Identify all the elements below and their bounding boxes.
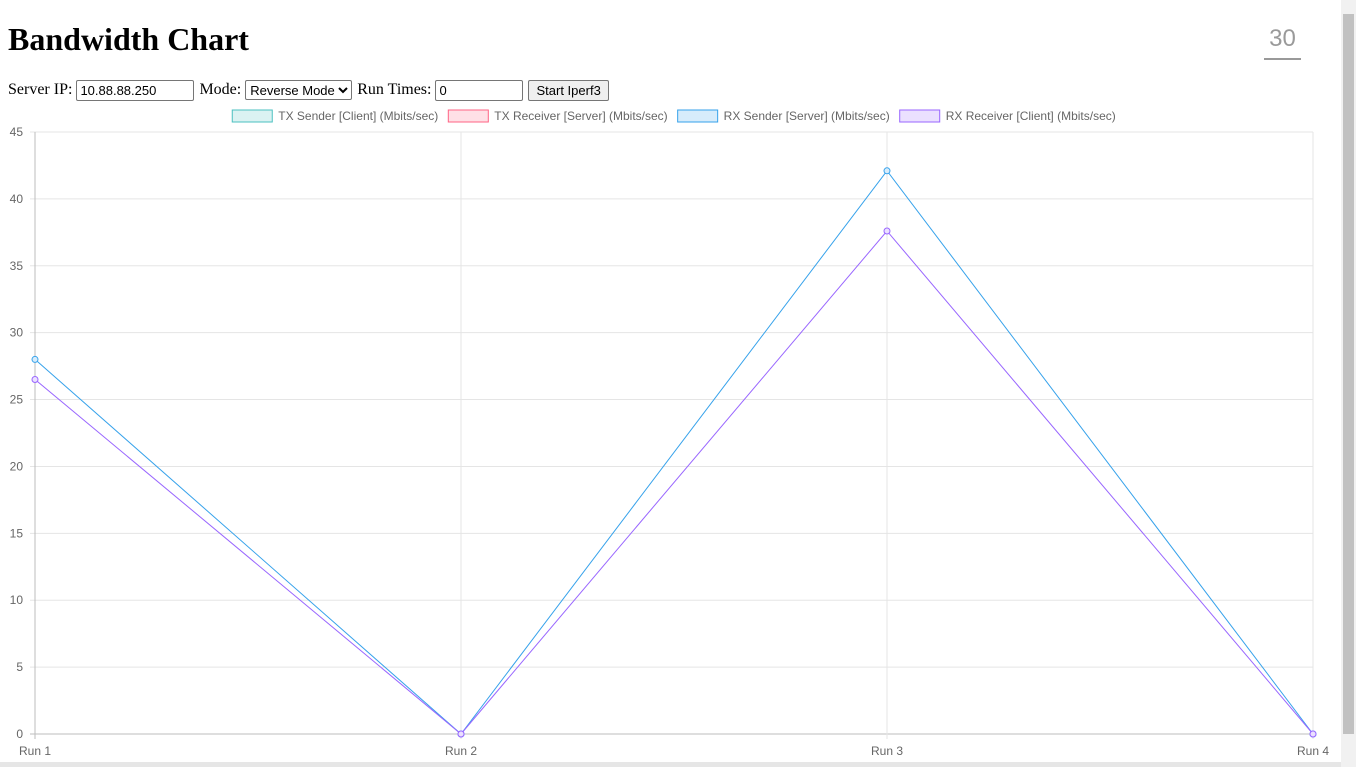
legend-label: TX Receiver [Server] (Mbits/sec) xyxy=(494,109,667,123)
legend-swatch xyxy=(447,109,489,123)
series-line xyxy=(34,230,1314,735)
data-point xyxy=(457,730,465,738)
x-tick-label: Run 3 xyxy=(871,744,903,758)
legend-swatch xyxy=(231,109,273,123)
run-times-label: Run Times: xyxy=(357,81,432,98)
page-title: Bandwidth Chart xyxy=(8,21,249,57)
server-ip-input[interactable] xyxy=(76,79,195,101)
bandwidth-chart: 0 5 10 15 20 25 30 35 40 45 Run 1 Run 2 Run 3 Run 4 TX… xyxy=(10,109,1330,758)
y-tick-label: 40 xyxy=(10,192,24,206)
x-tick-label: Run 1 xyxy=(19,744,51,758)
x-tick-label: Run 2 xyxy=(445,744,477,758)
y-tick-label: 30 xyxy=(10,326,24,340)
server-ip-label: Server IP: xyxy=(8,81,73,98)
legend-label: RX Sender [Server] (Mbits/sec) xyxy=(724,109,890,123)
y-tick-label: 25 xyxy=(10,393,24,407)
legend-label: TX Sender [Client] (Mbits/sec) xyxy=(278,109,438,123)
scrollbar-thumb[interactable] xyxy=(1343,14,1354,734)
run-times-input[interactable] xyxy=(435,79,524,101)
y-tick-label: 15 xyxy=(10,526,24,540)
y-tick-label: 10 xyxy=(10,593,24,607)
vertical-scrollbar[interactable] xyxy=(1341,0,1356,767)
run-counter: 30 xyxy=(1264,26,1301,60)
controls-bar: Server IP: Mode: Reverse Mode Run Times:… xyxy=(8,79,609,101)
y-tick-label: 20 xyxy=(10,459,24,473)
horizontal-scrollbar[interactable] xyxy=(0,762,1341,767)
y-tick-label: 45 xyxy=(10,125,24,139)
data-point xyxy=(883,167,891,175)
data-point xyxy=(31,355,39,363)
legend-swatch xyxy=(899,109,941,123)
mode-select[interactable]: Reverse Mode xyxy=(245,80,353,100)
legend-swatch xyxy=(677,109,719,123)
x-tick-label: Run 4 xyxy=(1297,744,1329,758)
mode-label: Mode: xyxy=(199,81,242,98)
start-iperf3-button[interactable]: Start Iperf3 xyxy=(528,79,609,101)
data-point xyxy=(1309,730,1317,738)
data-point xyxy=(31,375,39,383)
legend-label: RX Receiver [Client] (Mbits/sec) xyxy=(946,109,1116,123)
data-point xyxy=(883,227,891,235)
series-line xyxy=(34,169,1314,735)
y-tick-label: 5 xyxy=(16,660,23,674)
y-tick-label: 0 xyxy=(16,727,23,741)
y-tick-label: 35 xyxy=(10,259,24,273)
